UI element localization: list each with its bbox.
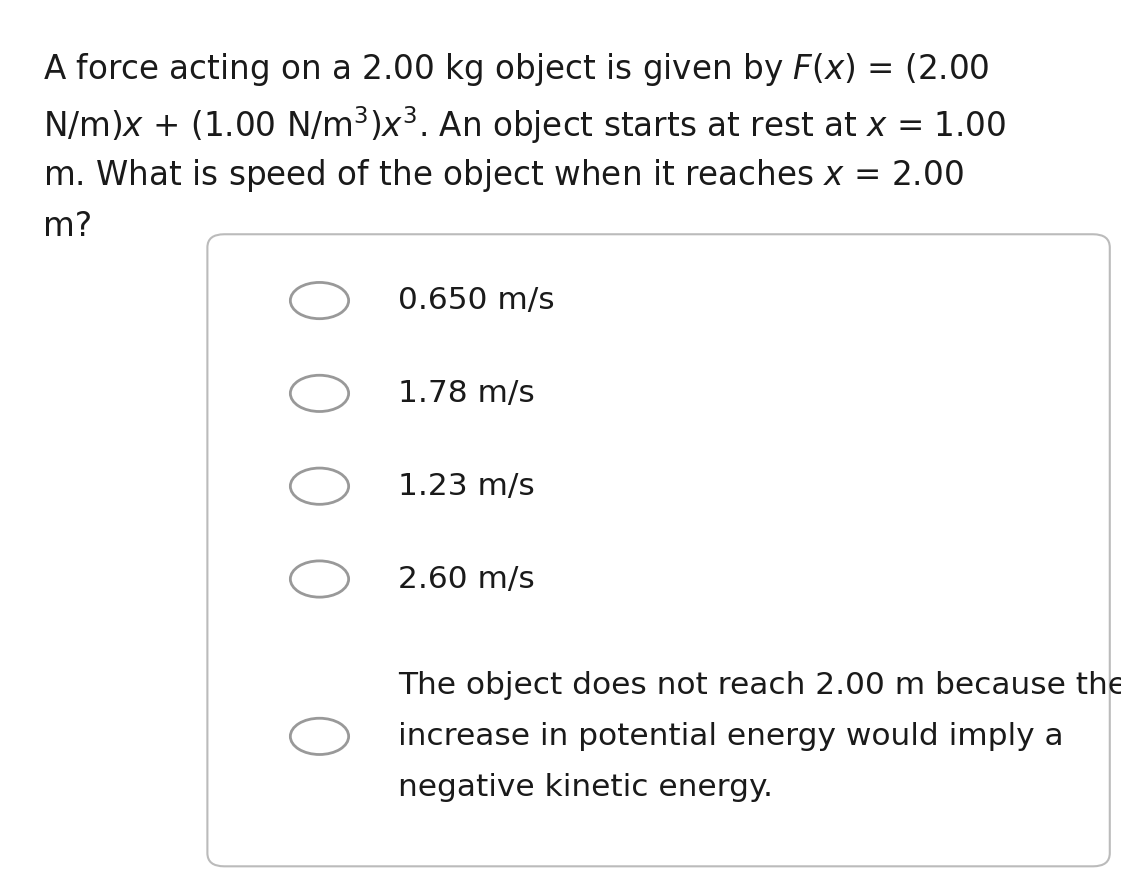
Text: 2.60 m/s: 2.60 m/s — [398, 565, 535, 593]
Text: The object does not reach 2.00 m because the: The object does not reach 2.00 m because… — [398, 671, 1121, 699]
Ellipse shape — [290, 718, 349, 755]
Ellipse shape — [290, 468, 349, 505]
Text: A force acting on a 2.00 kg object is given by $F(x)$ = (2.00: A force acting on a 2.00 kg object is gi… — [43, 51, 989, 88]
Text: m. What is speed of the object when it reaches $x$ = 2.00: m. What is speed of the object when it r… — [43, 157, 963, 194]
Text: increase in potential energy would imply a: increase in potential energy would imply… — [398, 722, 1064, 751]
Ellipse shape — [290, 282, 349, 319]
Text: N/m)$x$ + (1.00 N/m$^3$)$x^3$. An object starts at rest at $x$ = 1.00: N/m)$x$ + (1.00 N/m$^3$)$x^3$. An object… — [43, 104, 1006, 146]
Text: negative kinetic energy.: negative kinetic energy. — [398, 774, 773, 802]
Text: 1.78 m/s: 1.78 m/s — [398, 379, 535, 408]
Text: 0.650 m/s: 0.650 m/s — [398, 286, 555, 315]
Text: 1.23 m/s: 1.23 m/s — [398, 472, 535, 500]
Ellipse shape — [290, 375, 349, 412]
Text: m?: m? — [43, 210, 92, 243]
FancyBboxPatch shape — [207, 234, 1110, 866]
Ellipse shape — [290, 560, 349, 598]
